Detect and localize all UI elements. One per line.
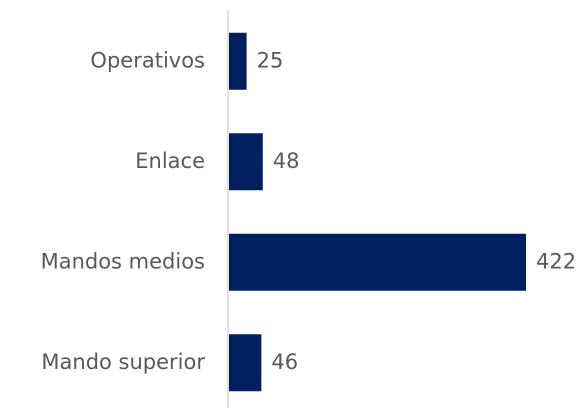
category-label: Mandos medios xyxy=(41,249,205,273)
value-label: 422 xyxy=(536,249,576,273)
value-label: 48 xyxy=(273,149,300,173)
bar xyxy=(229,233,526,291)
bar xyxy=(229,334,262,392)
value-label: 46 xyxy=(271,350,298,374)
category-label: Enlace xyxy=(135,149,205,173)
category-label: Mando superior xyxy=(41,350,205,374)
category-label: Operativos xyxy=(90,48,205,72)
bar xyxy=(229,133,263,191)
bar xyxy=(229,32,247,90)
value-label: 25 xyxy=(257,48,284,72)
